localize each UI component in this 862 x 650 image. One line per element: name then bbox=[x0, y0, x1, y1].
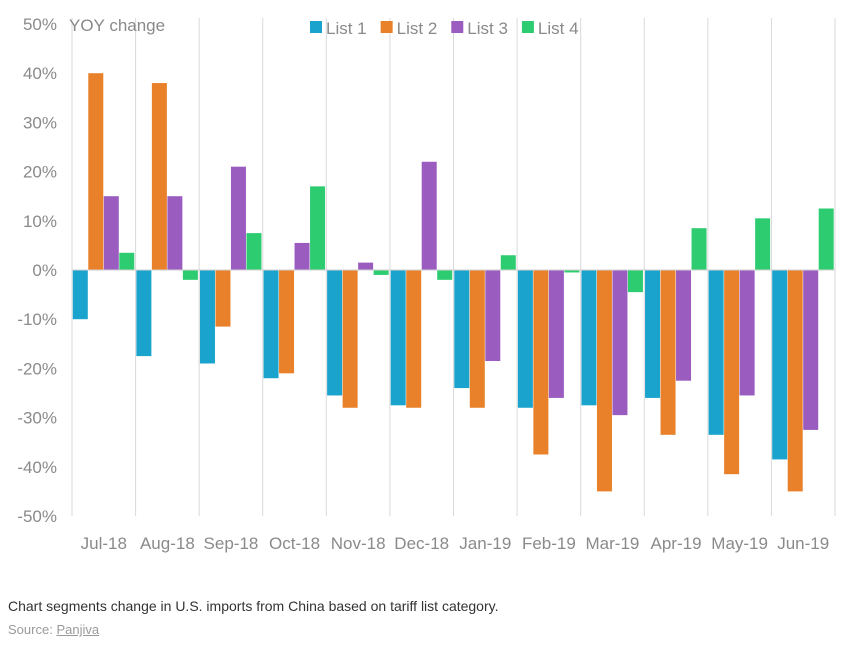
legend-label: List 1 bbox=[326, 19, 367, 38]
bar bbox=[691, 228, 707, 270]
bar bbox=[627, 270, 643, 293]
x-tick-label: Jan-19 bbox=[459, 534, 511, 553]
bar bbox=[310, 186, 326, 270]
y-tick-label: 0% bbox=[32, 261, 57, 280]
bar bbox=[373, 270, 389, 275]
bar bbox=[437, 270, 453, 280]
bar bbox=[564, 270, 580, 273]
bar bbox=[803, 270, 819, 430]
bar bbox=[406, 270, 422, 408]
bar bbox=[421, 161, 437, 270]
x-tick-label: Apr-19 bbox=[651, 534, 702, 553]
bar bbox=[72, 270, 88, 320]
axis: 50% 40% 30% 20% 10% 0% -10% -20% -30% -40% -50% Jul… bbox=[17, 15, 835, 553]
chart: 50% 40% 30% 20% 10% 0% -10% -20% -30% -40% -50% Jul… bbox=[17, 15, 836, 553]
bar bbox=[263, 270, 279, 379]
bar bbox=[787, 270, 803, 492]
bar bbox=[151, 83, 167, 270]
x-tick-label: Dec-18 bbox=[394, 534, 449, 553]
bar bbox=[469, 270, 485, 408]
bar bbox=[676, 270, 692, 381]
y-tick-label: 50% bbox=[23, 15, 57, 34]
x-tick-label: Aug-18 bbox=[140, 534, 195, 553]
x-tick-label: Nov-18 bbox=[331, 534, 386, 553]
bar bbox=[548, 270, 564, 398]
y-tick-label: 10% bbox=[23, 212, 57, 231]
bar bbox=[772, 270, 788, 460]
y-tick-label: 40% bbox=[23, 64, 57, 83]
legend: List 1 List 2 List 3 List 4 bbox=[310, 19, 579, 38]
legend-label: List 3 bbox=[467, 19, 508, 38]
y-tick-label: 30% bbox=[23, 113, 57, 132]
gridlines bbox=[71, 18, 836, 516]
bar bbox=[708, 270, 724, 435]
bar bbox=[294, 242, 310, 270]
x-tick-label: Oct-18 bbox=[269, 534, 320, 553]
x-tick-label: Sep-18 bbox=[204, 534, 259, 553]
source-line: Source: Panjiva bbox=[8, 622, 99, 637]
bar bbox=[136, 270, 152, 357]
bar bbox=[454, 270, 470, 389]
bar bbox=[230, 166, 246, 270]
source-label: Source: bbox=[8, 622, 53, 637]
bar bbox=[167, 196, 183, 270]
legend-swatch bbox=[310, 21, 322, 33]
bar bbox=[517, 270, 533, 408]
legend-swatch bbox=[451, 21, 464, 33]
y-axis-title: YOY change bbox=[69, 16, 165, 35]
bar bbox=[358, 262, 374, 270]
bar bbox=[182, 270, 198, 280]
y-tick-label: -40% bbox=[17, 458, 57, 477]
bar bbox=[215, 270, 231, 327]
bar bbox=[88, 73, 104, 270]
bar bbox=[660, 270, 676, 435]
bar bbox=[612, 270, 628, 416]
legend-swatch bbox=[380, 21, 393, 33]
x-tick-label: May-19 bbox=[711, 534, 768, 553]
bar bbox=[724, 270, 740, 475]
legend-swatch bbox=[521, 21, 534, 33]
bar bbox=[755, 218, 771, 270]
y-tick-label: -50% bbox=[17, 507, 57, 526]
bar bbox=[390, 270, 406, 406]
bar bbox=[581, 270, 597, 406]
bar bbox=[327, 270, 343, 396]
chart-caption: Chart segments change in U.S. imports fr… bbox=[8, 598, 499, 614]
bar bbox=[533, 270, 549, 455]
x-tick-label: Jul-18 bbox=[81, 534, 127, 553]
bar bbox=[103, 196, 119, 270]
y-tick-label: -30% bbox=[17, 409, 57, 428]
y-tick-label: -20% bbox=[17, 359, 57, 378]
x-tick-label: Jun-19 bbox=[777, 534, 829, 553]
bar bbox=[596, 270, 612, 492]
source-link[interactable]: Panjiva bbox=[56, 622, 100, 637]
bars bbox=[72, 73, 834, 492]
bar bbox=[246, 233, 262, 270]
y-tick-label: 20% bbox=[23, 163, 57, 182]
bar bbox=[119, 252, 135, 270]
x-tick-label: Mar-19 bbox=[586, 534, 640, 553]
y-tick-label: -10% bbox=[17, 310, 57, 329]
x-tick-label: Feb-19 bbox=[522, 534, 576, 553]
bar bbox=[818, 208, 834, 270]
bar bbox=[485, 270, 501, 362]
bar bbox=[279, 270, 295, 374]
legend-label: List 4 bbox=[538, 19, 579, 38]
bar bbox=[500, 255, 516, 270]
bar bbox=[342, 270, 358, 408]
legend-label: List 2 bbox=[397, 19, 438, 38]
bar bbox=[739, 270, 755, 396]
bar bbox=[645, 270, 661, 398]
bar bbox=[199, 270, 215, 364]
